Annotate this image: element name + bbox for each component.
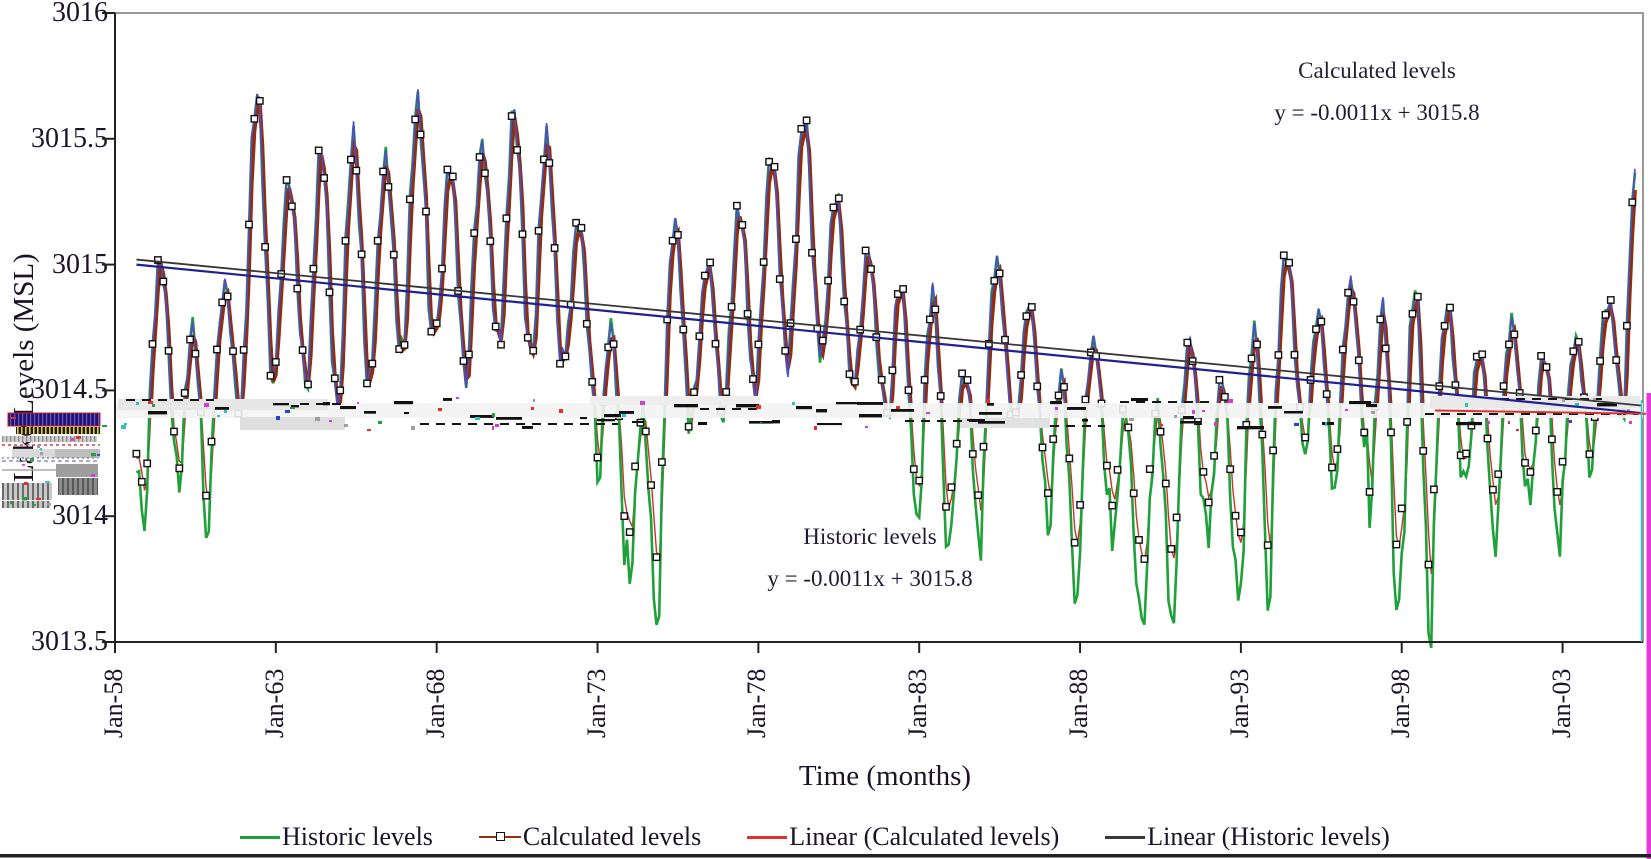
y-tick-label: 3014.5 (31, 374, 108, 406)
x-tick-label: Jan-98 (1385, 668, 1415, 738)
x-tick-label: Jan-58 (99, 668, 128, 738)
x-tick-label: Jan-63 (259, 668, 289, 738)
x-tick-label: Jan-73 (581, 668, 611, 738)
y-tick-label: 3016 (52, 0, 108, 28)
y-tick-label: 3014 (52, 500, 108, 532)
x-tick-label: Jan-68 (420, 668, 450, 738)
y-axis-title: Lake Levels (MSL) (8, 253, 40, 482)
x-tick-label: Jan-83 (903, 668, 933, 738)
x-axis-title: Time (months) (798, 760, 972, 792)
x-tick-label: Jan-93 (1224, 668, 1254, 738)
x-tick-label: Jan-03 (1546, 668, 1576, 738)
y-tick-label: 3015.5 (31, 122, 108, 154)
y-tick-label: 3015 (52, 248, 108, 280)
x-tick-label: Jan-88 (1064, 668, 1094, 738)
x-tick-label: Jan-78 (742, 668, 772, 738)
y-tick-label: 3013.5 (31, 626, 108, 657)
